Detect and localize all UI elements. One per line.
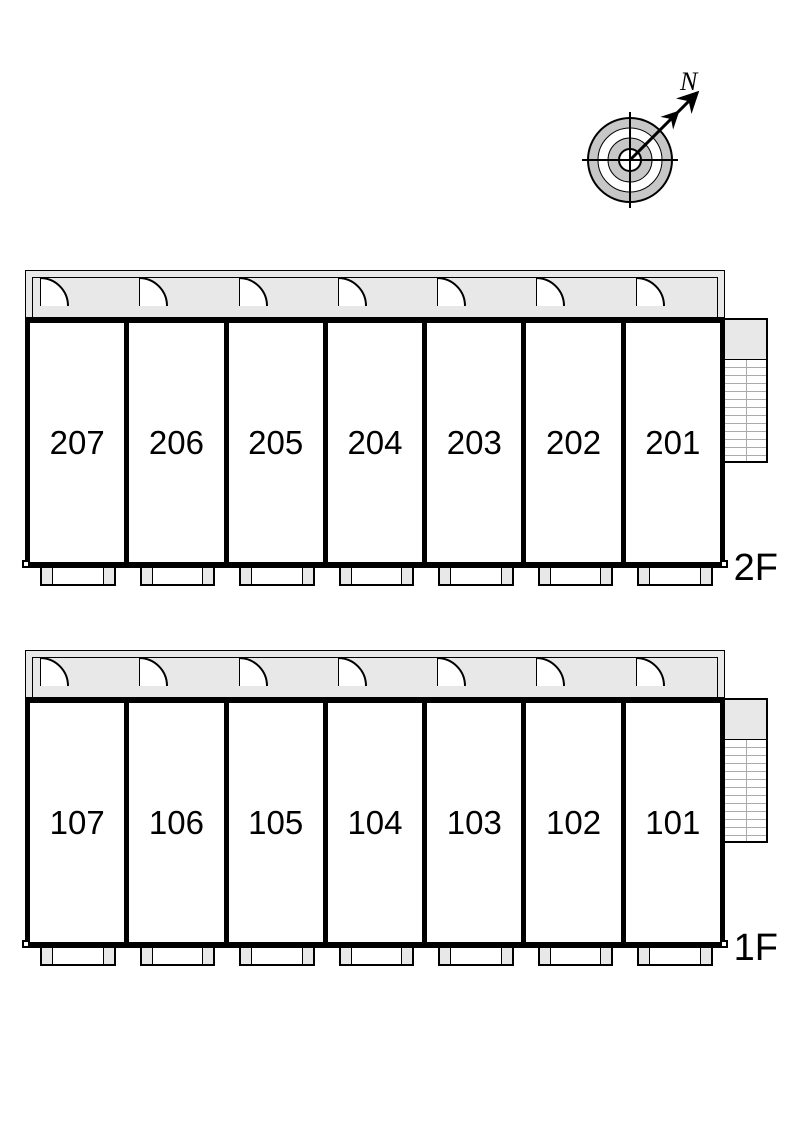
unit-103: 103 xyxy=(427,703,526,942)
floor-1-corridor xyxy=(25,650,725,698)
unit-label: 206 xyxy=(149,424,204,462)
unit-203: 203 xyxy=(427,323,526,562)
floor-2: 207 206 205 204 203 202 201 xyxy=(25,270,725,586)
unit-label: 202 xyxy=(546,424,601,462)
unit-102: 102 xyxy=(526,703,625,942)
unit-label: 102 xyxy=(546,804,601,842)
floor-1-balconies xyxy=(25,948,725,966)
unit-label: 207 xyxy=(50,424,105,462)
unit-202: 202 xyxy=(526,323,625,562)
unit-201: 201 xyxy=(626,323,720,562)
floor-1-label: 1F xyxy=(734,927,778,970)
unit-label: 203 xyxy=(447,424,502,462)
floor-2-corridor xyxy=(25,270,725,318)
unit-106: 106 xyxy=(129,703,228,942)
unit-101: 101 xyxy=(626,703,720,942)
compass-label: N xyxy=(679,67,699,96)
unit-label: 107 xyxy=(50,804,105,842)
unit-label: 106 xyxy=(149,804,204,842)
floor-1: 107 106 105 104 103 102 101 xyxy=(25,650,725,966)
floor-2-balconies xyxy=(25,568,725,586)
floor-2-stairwell xyxy=(725,318,768,463)
unit-label: 101 xyxy=(645,804,700,842)
unit-label: 103 xyxy=(447,804,502,842)
unit-107: 107 xyxy=(30,703,129,942)
unit-204: 204 xyxy=(328,323,427,562)
unit-105: 105 xyxy=(229,703,328,942)
unit-label: 105 xyxy=(248,804,303,842)
unit-104: 104 xyxy=(328,703,427,942)
unit-label: 205 xyxy=(248,424,303,462)
unit-206: 206 xyxy=(129,323,228,562)
unit-label: 201 xyxy=(645,424,700,462)
floor-1-units: 107 106 105 104 103 102 101 xyxy=(25,698,725,948)
floor-2-units: 207 206 205 204 203 202 201 xyxy=(25,318,725,568)
unit-label: 204 xyxy=(347,424,402,462)
floor-1-stairwell xyxy=(725,698,768,843)
unit-207: 207 xyxy=(30,323,129,562)
compass: N xyxy=(570,50,720,225)
unit-label: 104 xyxy=(347,804,402,842)
unit-205: 205 xyxy=(229,323,328,562)
floor-2-label: 2F xyxy=(734,547,778,590)
